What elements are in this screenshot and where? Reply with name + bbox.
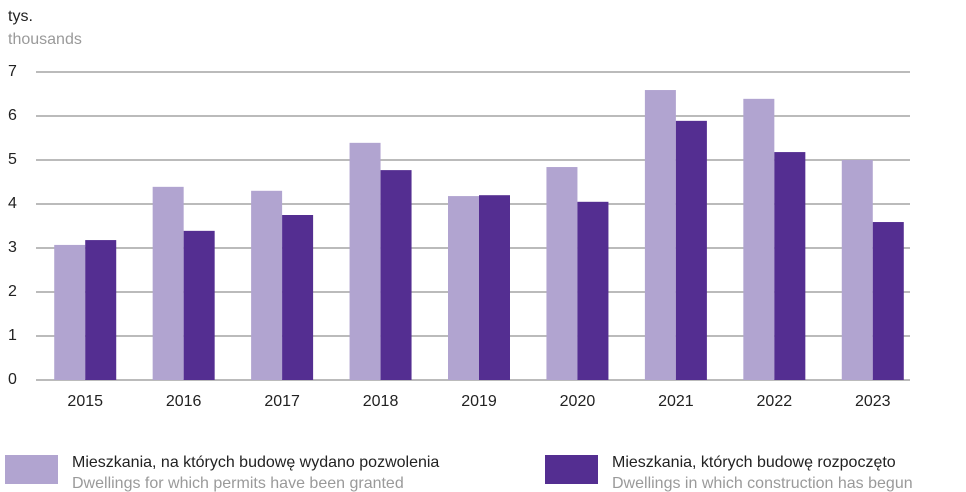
bar [251, 190, 283, 380]
y-unit: tys. [8, 8, 33, 25]
legend-label: Mieszkania, na których budowę wydano poz… [72, 454, 439, 471]
legend-label-en: Dwellings in which construction has begu… [612, 475, 913, 492]
legend-swatch [5, 455, 58, 484]
bar [675, 120, 707, 380]
legend-swatch [545, 455, 598, 484]
bar [841, 160, 873, 380]
bar [774, 152, 806, 380]
bar [743, 98, 775, 380]
y-tick-label: 1 [8, 327, 17, 344]
y-tick-label: 6 [8, 107, 17, 124]
y-tick-label: 2 [8, 283, 17, 300]
y-unit-en: thousands [8, 31, 82, 48]
bar [644, 90, 676, 380]
bar [577, 201, 609, 380]
bar [85, 240, 117, 380]
x-tick-label: 2015 [67, 393, 103, 410]
bar [349, 142, 381, 380]
bar [448, 196, 479, 380]
x-tick-label: 2018 [363, 393, 399, 410]
y-tick-label: 5 [8, 151, 17, 168]
bar [479, 195, 510, 380]
x-tick-label: 2020 [560, 393, 596, 410]
x-tick-label: 2021 [658, 393, 694, 410]
x-tick-label: 2017 [264, 393, 300, 410]
bar [546, 167, 578, 380]
y-tick-label: 7 [8, 63, 17, 80]
bar [152, 186, 184, 380]
x-tick-label: 2022 [757, 393, 793, 410]
legend-label: Mieszkania, których budowę rozpoczęto [612, 454, 896, 471]
y-tick-label: 0 [8, 371, 17, 388]
y-tick-label: 3 [8, 239, 17, 256]
bar [54, 244, 86, 380]
x-tick-label: 2016 [166, 393, 202, 410]
x-tick-label: 2023 [855, 393, 891, 410]
legend-label-en: Dwellings for which permits have been gr… [72, 475, 404, 492]
bar [282, 215, 314, 380]
bar [380, 170, 412, 380]
bar [872, 222, 904, 380]
y-tick-label: 4 [8, 195, 17, 212]
bar [183, 230, 215, 380]
x-tick-label: 2019 [461, 393, 497, 410]
